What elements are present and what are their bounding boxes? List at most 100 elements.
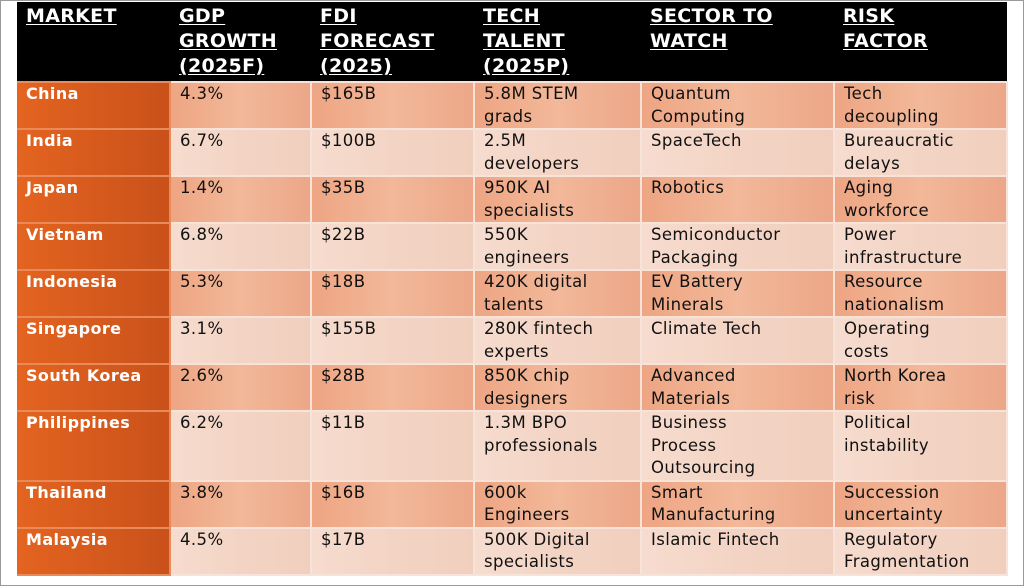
cell-tech: 2.5M developers: [473, 128, 642, 177]
text-line: Engineers: [484, 505, 570, 524]
cell-gdp: 3.1%: [169, 316, 312, 365]
cell-market: Malaysia: [17, 526, 171, 576]
cell-sector: Robotics: [640, 175, 835, 224]
cell-sector: Business Process Outsourcing: [640, 410, 835, 482]
cell-gdp: 5.3%: [169, 269, 312, 318]
table-row: Malaysia 4.5% $17B 500K Digital specialists I…: [17, 526, 1008, 576]
text-line: EV Battery: [651, 272, 744, 291]
cell-market: Thailand: [17, 479, 171, 529]
cell-tech: 950K AI specialists: [473, 175, 642, 224]
column-header-fdi: FDI FORECAST (2025): [311, 2, 474, 82]
text-line: designers: [484, 388, 568, 408]
cell-risk: Aging workforce: [833, 175, 1008, 224]
text-line: (2025): [320, 55, 393, 77]
text-line: 1.3M BPO: [484, 413, 568, 432]
text-line: Packaging: [651, 247, 739, 267]
cell-sector: SpaceTech: [640, 128, 835, 177]
cell-sector: Advanced Materials: [640, 363, 835, 412]
cell-risk: Succession uncertainty: [833, 479, 1008, 529]
cell-risk: Power infrastructure: [833, 222, 1008, 271]
table-row: Philippines 6.2% $11B 1.3M BPO professionals…: [17, 410, 1008, 482]
cell-fdi: $100B: [310, 128, 475, 177]
text-line: Process: [651, 435, 717, 455]
cell-gdp: 6.2%: [169, 410, 312, 482]
cell-fdi: $35B: [310, 175, 475, 224]
cell-fdi: $11B: [310, 410, 475, 482]
text-line: 550K: [484, 225, 528, 244]
table-row: South Korea 2.6% $28B 850K chip designers Adv…: [17, 363, 1008, 412]
text-line: nationalism: [844, 294, 945, 314]
text-line: Quantum: [651, 84, 731, 103]
text-line: Tech: [844, 84, 883, 103]
cell-market: India: [17, 128, 171, 177]
cell-market: Vietnam: [17, 222, 171, 271]
column-header-gdp: GDP GROWTH (2025F): [170, 2, 311, 82]
cell-tech: 550K engineers: [473, 222, 642, 271]
cell-market: Singapore: [17, 316, 171, 365]
text-line: (2025P): [483, 55, 570, 77]
text-line: 280K fintech: [484, 319, 594, 338]
text-line: professionals: [484, 435, 598, 455]
cell-gdp: 3.8%: [169, 479, 312, 529]
text-line: Resource: [844, 272, 923, 291]
cell-tech: 850K chip designers: [473, 363, 642, 412]
cell-market: South Korea: [17, 363, 171, 412]
cell-sector: Climate Tech: [640, 316, 835, 365]
text-line: experts: [484, 341, 549, 361]
text-line: Fragmentation: [844, 552, 970, 571]
cell-risk: Political instability: [833, 410, 1008, 482]
cell-risk: Resource nationalism: [833, 269, 1008, 318]
text-line: GDP: [179, 5, 226, 27]
header-row: MARKET GDP GROWTH (2025F) FDI FORECAST (2025) T…: [17, 2, 1007, 82]
cell-market: China: [17, 81, 171, 130]
text-line: SpaceTech: [651, 131, 742, 150]
cell-gdp: 6.7%: [169, 128, 312, 177]
cell-fdi: $155B: [310, 316, 475, 365]
column-header-risk: RISK FACTOR: [834, 2, 1007, 82]
text-line: uncertainty: [844, 505, 944, 524]
text-line: GROWTH: [179, 30, 277, 52]
text-line: workforce: [844, 200, 930, 220]
cell-tech: 5.8M STEM grads: [473, 81, 642, 130]
cell-gdp: 6.8%: [169, 222, 312, 271]
text-line: 600k: [484, 482, 527, 502]
text-line: North Korea: [844, 366, 947, 385]
cell-gdp: 4.3%: [169, 81, 312, 130]
text-line: engineers: [484, 247, 570, 267]
cell-risk: North Korea risk: [833, 363, 1008, 412]
text-line: Minerals: [651, 294, 724, 314]
text-line: Semiconductor: [651, 225, 781, 244]
text-line: Outsourcing: [651, 458, 756, 477]
cell-fdi: $22B: [310, 222, 475, 271]
text-line: FACTOR: [843, 30, 928, 52]
text-line: Power: [844, 225, 896, 244]
cell-sector: EV Battery Minerals: [640, 269, 835, 318]
text-line: FORECAST: [320, 30, 435, 52]
cell-gdp: 2.6%: [169, 363, 312, 412]
column-header-market: MARKET: [17, 2, 170, 82]
text-line: Smart: [651, 482, 703, 502]
column-header-sector: SECTOR TO WATCH: [641, 2, 834, 82]
text-line: 950K AI: [484, 178, 551, 197]
cell-tech: 280K fintech experts: [473, 316, 642, 365]
text-line: TECH: [483, 5, 540, 27]
cell-risk: Bureaucratic delays: [833, 128, 1008, 177]
cell-gdp: 4.5%: [169, 526, 312, 576]
cell-tech: 600k Engineers: [473, 479, 642, 529]
cell-sector: Semiconductor Packaging: [640, 222, 835, 271]
table-row: India 6.7% $100B 2.5M developers SpaceTech Bur…: [17, 128, 1008, 177]
text-line: delays: [844, 153, 901, 173]
table-row: Thailand 3.8% $16B 600k Engineers Smart Manufa…: [17, 479, 1008, 529]
text-line: infrastructure: [844, 247, 963, 267]
cell-risk: Tech decoupling: [833, 81, 1008, 130]
text-line: Aging: [844, 178, 894, 197]
text-line: Islamic Fintech: [651, 529, 780, 549]
column-header-tech: TECH TALENT (2025P): [474, 2, 641, 82]
text-line: SECTOR TO: [650, 5, 773, 27]
text-line: Regulatory: [844, 529, 938, 549]
cell-sector: Quantum Computing: [640, 81, 835, 130]
text-line: Materials: [651, 388, 731, 408]
cell-tech: 1.3M BPO professionals: [473, 410, 642, 482]
text-line: 420K digital: [484, 272, 588, 291]
text-line: Robotics: [651, 178, 725, 197]
